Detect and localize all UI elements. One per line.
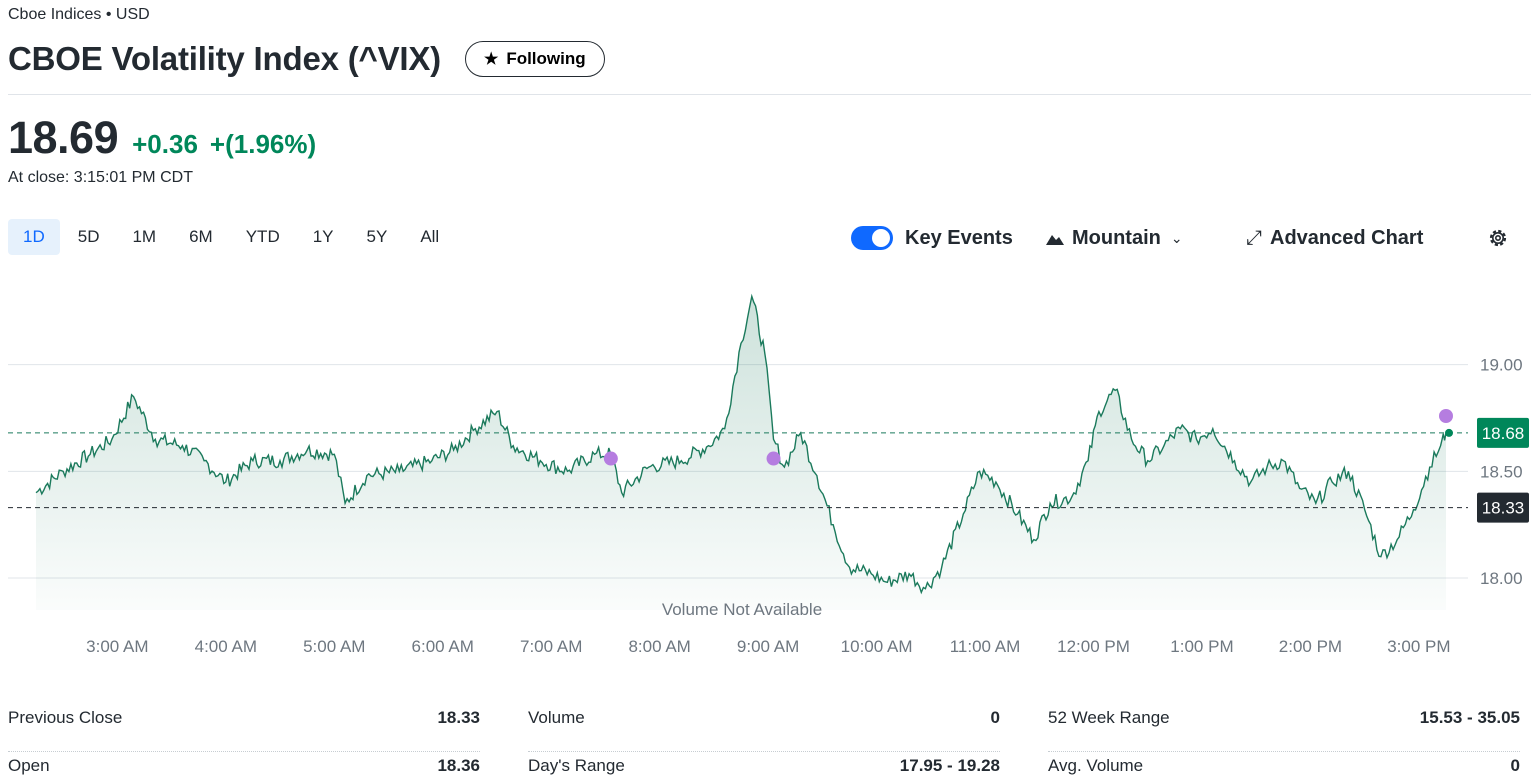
stat-row: Previous Close 18.33 (8, 704, 480, 752)
stat-row: Avg. Volume 0 (1048, 752, 1520, 784)
key-events-label: Key Events (905, 226, 1013, 249)
stat-value: 0 (990, 708, 1000, 727)
expand-icon: ⤢ (1246, 226, 1262, 249)
x-tick-label: 2:00 PM (1279, 637, 1342, 656)
stat-value: 18.36 (437, 756, 480, 775)
range-tabs: 1D 5D 1M 6M YTD 1Y 5Y All (8, 219, 457, 255)
stat-label: Avg. Volume (1048, 756, 1144, 775)
x-tick-label: 4:00 AM (195, 637, 257, 656)
stat-value: 17.95 - 19.28 (899, 756, 1000, 775)
mountain-icon (1046, 235, 1064, 245)
advanced-chart-label: Advanced Chart (1270, 226, 1424, 249)
following-button[interactable]: ★ Following (464, 41, 605, 77)
y-tick-label: 18.00 (1480, 569, 1523, 588)
x-tick-label: 12:00 PM (1057, 637, 1130, 656)
x-tick-label: 11:00 AM (950, 637, 1021, 656)
y-tick-label: 18.50 (1480, 462, 1523, 481)
stat-label: Volume (528, 708, 585, 727)
stat-row: Volume 0 (528, 704, 1000, 752)
range-tab-1m[interactable]: 1M (132, 227, 157, 246)
stat-label: Day's Range (528, 756, 625, 775)
advanced-chart-button[interactable]: ⤢ Advanced Chart (1246, 222, 1423, 254)
title-row: CBOE Volatility Index (^VIX) ★ Following (8, 40, 605, 78)
star-icon: ★ (483, 51, 499, 68)
range-tab-ytd[interactable]: YTD (245, 227, 280, 246)
page-title: CBOE Volatility Index (^VIX) (8, 40, 441, 77)
exchange-label: Cboe Indices • USD (8, 6, 150, 23)
previous-close-tag-label: 18.33 (1482, 499, 1525, 518)
y-tick-label: 19.00 (1480, 356, 1523, 375)
key-events (603, 409, 1453, 466)
stat-value: 15.53 - 35.05 (1419, 708, 1520, 727)
current-price-tag-label: 18.68 (1482, 424, 1525, 443)
chevron-down-icon: ⌄ (1170, 229, 1183, 246)
current-price-tag: 18.68 (1477, 417, 1529, 448)
key-events-toggle[interactable]: Key Events (851, 222, 1013, 254)
stats-column: Previous Close 18.33 Open 18.36 (8, 704, 480, 784)
toggle-switch-icon[interactable] (851, 226, 893, 250)
stat-row: Open 18.36 (8, 752, 480, 784)
price-line (35, 293, 1447, 595)
x-tick-label: 6:00 AM (412, 637, 474, 656)
x-tick-label: 5:00 AM (303, 637, 365, 656)
stat-value: 0 (1510, 756, 1520, 775)
stat-label: Open (8, 756, 50, 775)
last-price-dot (1445, 428, 1453, 437)
range-tab-1y[interactable]: 1Y (312, 227, 334, 246)
price-change: +0.36 (132, 129, 198, 159)
price-row: 18.69 +0.36 +(1.96%) (8, 112, 316, 164)
range-tab-1d[interactable]: 1D (8, 219, 60, 255)
range-tab-5d[interactable]: 5D (77, 227, 100, 246)
key-event-marker[interactable] (603, 451, 618, 466)
stat-row: 52 Week Range 15.53 - 35.05 (1048, 704, 1520, 752)
range-tab-6m[interactable]: 6M (189, 227, 213, 246)
stat-label: Previous Close (8, 708, 123, 727)
x-axis: 3:00 AM 4:00 AM 5:00 AM 6:00 AM 7:00 AM 8:00 … (86, 637, 1450, 656)
stats-column: 52 Week Range 15.53 - 35.05 Avg. Volume 0 (1048, 704, 1520, 784)
following-label: Following (506, 49, 586, 68)
y-axis: 18.00 18.50 19.00 (1480, 356, 1523, 588)
stat-label: 52 Week Range (1048, 708, 1170, 727)
key-event-marker[interactable] (766, 451, 781, 466)
range-tab-5y[interactable]: 5Y (366, 227, 388, 246)
previous-close-tag: 18.33 (1477, 492, 1529, 523)
chart-type-label: Mountain (1072, 226, 1161, 249)
price-area (36, 296, 1446, 610)
range-tab-all[interactable]: All (420, 227, 440, 246)
x-tick-label: 8:00 AM (628, 637, 690, 656)
close-time: At close: 3:15:01 PM CDT (8, 169, 193, 186)
x-tick-label: 1:00 PM (1170, 637, 1233, 656)
volume-note: Volume Not Available (662, 600, 822, 619)
x-tick-label: 7:00 AM (520, 637, 582, 656)
key-event-marker[interactable] (1439, 409, 1453, 423)
x-tick-label: 9:00 AM (737, 637, 799, 656)
price-chart[interactable]: 18.00 18.50 19.00 3:00 AM 4:00 AM 5:00 AM 6:0… (0, 270, 1535, 670)
stats-column: Volume 0 Day's Range 17.95 - 19.28 (528, 704, 1000, 784)
price-change-percent: +(1.96%) (209, 129, 317, 159)
x-tick-label: 10:00 AM (841, 637, 913, 656)
gear-icon[interactable] (1486, 226, 1510, 250)
x-tick-label: 3:00 AM (86, 637, 148, 656)
stat-value: 18.33 (437, 708, 480, 727)
stat-row: Day's Range 17.95 - 19.28 (528, 752, 1000, 784)
x-tick-label: 3:00 PM (1387, 637, 1450, 656)
header-divider (8, 94, 1531, 95)
chart-type-dropdown[interactable]: Mountain ⌄ (1046, 222, 1183, 254)
current-price: 18.69 (8, 112, 119, 163)
